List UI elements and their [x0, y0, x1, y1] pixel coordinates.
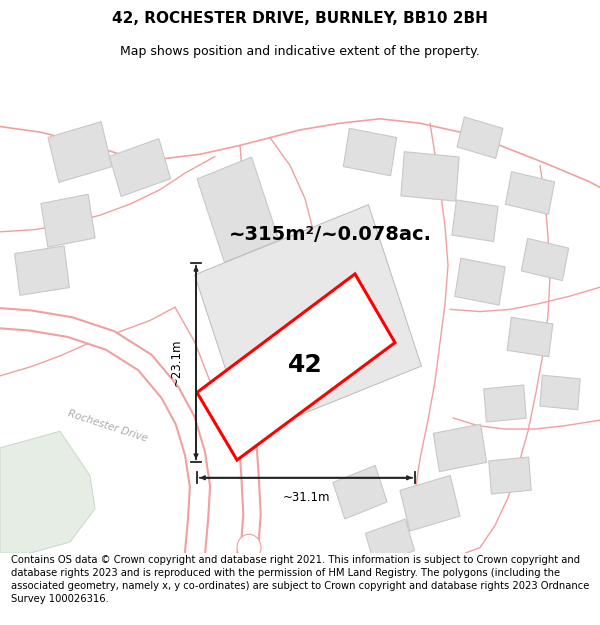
- Text: 42: 42: [287, 352, 322, 377]
- Polygon shape: [197, 157, 279, 262]
- Polygon shape: [401, 152, 459, 201]
- Polygon shape: [109, 139, 170, 196]
- Polygon shape: [365, 519, 415, 565]
- Text: ~23.1m: ~23.1m: [170, 339, 182, 386]
- Polygon shape: [455, 258, 505, 305]
- Text: Rochester Drive: Rochester Drive: [67, 408, 149, 443]
- Polygon shape: [505, 172, 554, 214]
- Polygon shape: [457, 117, 503, 158]
- Text: 42, ROCHESTER DRIVE, BURNLEY, BB10 2BH: 42, ROCHESTER DRIVE, BURNLEY, BB10 2BH: [112, 11, 488, 26]
- Polygon shape: [433, 424, 487, 472]
- Polygon shape: [14, 246, 70, 295]
- Text: ~31.1m: ~31.1m: [282, 491, 330, 504]
- Polygon shape: [540, 375, 580, 410]
- Polygon shape: [521, 238, 569, 281]
- Polygon shape: [194, 205, 421, 436]
- Text: Contains OS data © Crown copyright and database right 2021. This information is : Contains OS data © Crown copyright and d…: [11, 554, 589, 604]
- Polygon shape: [484, 385, 526, 422]
- Circle shape: [237, 534, 261, 561]
- Polygon shape: [489, 457, 531, 494]
- Polygon shape: [400, 476, 460, 531]
- Polygon shape: [452, 200, 498, 241]
- Text: Map shows position and indicative extent of the property.: Map shows position and indicative extent…: [120, 45, 480, 58]
- Polygon shape: [507, 318, 553, 357]
- Polygon shape: [48, 122, 112, 182]
- Polygon shape: [41, 194, 95, 247]
- Polygon shape: [343, 128, 397, 176]
- Polygon shape: [333, 466, 387, 519]
- Polygon shape: [0, 431, 95, 553]
- Text: ~315m²/~0.078ac.: ~315m²/~0.078ac.: [229, 224, 431, 244]
- Polygon shape: [197, 274, 395, 460]
